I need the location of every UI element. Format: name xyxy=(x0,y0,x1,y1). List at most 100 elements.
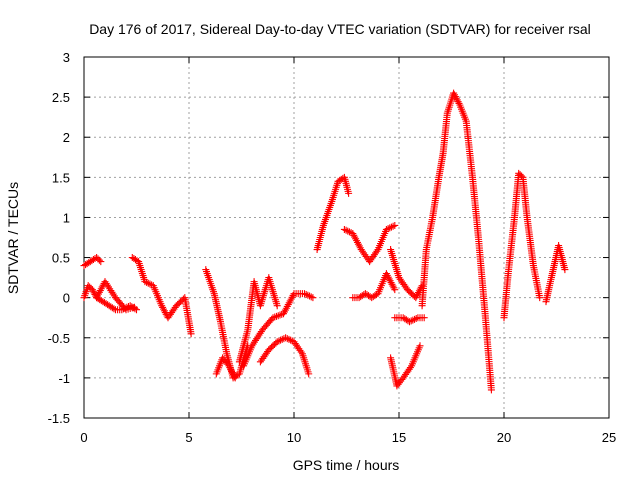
x-tick-label: 15 xyxy=(392,430,406,445)
data-point-marker xyxy=(373,247,381,255)
data-point-marker xyxy=(98,283,106,291)
series-sat-n xyxy=(387,342,424,390)
series-sat-g xyxy=(235,274,281,366)
data-point-marker xyxy=(342,226,350,234)
data-point-marker xyxy=(275,337,283,345)
data-point-marker xyxy=(561,266,569,274)
data-point-marker xyxy=(101,278,109,286)
data-point-marker xyxy=(386,277,394,285)
data-point-marker xyxy=(187,330,195,338)
data-point-marker xyxy=(487,386,495,394)
data-point-marker xyxy=(305,370,313,378)
x-tick-label: 10 xyxy=(287,430,301,445)
data-point-marker xyxy=(93,294,101,302)
data-point-marker xyxy=(97,258,105,266)
data-point-marker xyxy=(304,291,312,299)
data-point-marker xyxy=(282,334,290,342)
data-point-marker xyxy=(387,279,395,287)
x-tick-label: 20 xyxy=(497,430,511,445)
y-tick-label: -0.5 xyxy=(48,331,70,346)
x-tick-label: 5 xyxy=(185,430,192,445)
data-point-marker xyxy=(351,233,359,241)
data-point-marker xyxy=(455,99,463,107)
data-point-marker xyxy=(253,335,261,343)
x-tick-label: 0 xyxy=(80,430,87,445)
data-markers xyxy=(80,89,569,394)
data-point-marker xyxy=(350,231,358,239)
series-sat-d xyxy=(128,254,195,338)
data-point-marker xyxy=(406,364,414,372)
data-point-marker xyxy=(256,329,264,337)
data-point-marker xyxy=(349,229,357,237)
data-point-marker xyxy=(269,314,277,322)
data-point-marker xyxy=(406,318,413,326)
series-sat-r xyxy=(542,242,569,306)
y-tick-label: 1 xyxy=(63,210,70,225)
data-point-marker xyxy=(96,287,104,295)
data-point-marker xyxy=(389,282,397,290)
series-sat-f xyxy=(212,354,239,382)
data-point-marker xyxy=(391,221,399,229)
x-axis-label: GPS time / hours xyxy=(293,457,400,473)
data-point-marker xyxy=(536,294,544,302)
data-point-marker xyxy=(141,278,149,286)
data-point-marker xyxy=(278,335,286,343)
data-point-marker xyxy=(382,225,390,233)
data-point-marker xyxy=(518,172,525,180)
data-point-marker xyxy=(420,314,428,322)
series-sat-p xyxy=(418,89,495,394)
series-sat-k xyxy=(340,221,399,266)
y-tick-label: 0 xyxy=(63,291,70,306)
data-point-marker xyxy=(144,279,152,287)
data-point-marker xyxy=(255,331,263,339)
data-point-marker xyxy=(353,238,361,246)
data-point-marker xyxy=(273,302,281,310)
data-point-marker xyxy=(391,286,399,294)
data-point-marker xyxy=(387,223,395,231)
series-sat-m xyxy=(387,246,426,302)
data-point-marker xyxy=(110,305,118,313)
data-point-marker xyxy=(309,294,317,302)
data-point-marker xyxy=(390,284,398,292)
grid xyxy=(84,57,609,418)
data-point-marker xyxy=(354,240,362,248)
series-sat-c xyxy=(93,278,138,314)
series-sat-h xyxy=(240,290,317,370)
data-point-marker xyxy=(103,281,111,289)
y-tick-label: -1 xyxy=(58,371,70,386)
data-point-marker xyxy=(384,225,392,233)
chart-title: Day 176 of 2017, Sidereal Day-to-day VTE… xyxy=(89,21,591,37)
y-tick-label: 3 xyxy=(63,50,70,65)
plot-frame xyxy=(83,56,610,419)
y-axis-label: SDTVAR / TECUs xyxy=(5,182,21,294)
series-sat-j xyxy=(313,173,353,254)
data-point-marker xyxy=(383,271,391,279)
data-point-marker xyxy=(276,311,284,319)
data-point-marker xyxy=(252,336,259,344)
data-point-marker xyxy=(355,242,363,250)
data-point-marker xyxy=(273,338,281,346)
data-point-marker xyxy=(416,342,424,350)
y-tick-label: 2 xyxy=(63,130,70,145)
y-tick-label: 0.5 xyxy=(52,251,70,266)
data-point-marker xyxy=(352,235,360,243)
data-point-marker xyxy=(283,335,291,343)
data-point-marker xyxy=(302,290,310,298)
y-tick-label: 1.5 xyxy=(52,170,70,185)
data-point-marker xyxy=(356,244,364,252)
data-point-marker xyxy=(273,312,280,320)
x-tick-label: 25 xyxy=(602,430,616,445)
data-point-marker xyxy=(88,286,96,294)
data-point-marker xyxy=(143,278,151,286)
data-point-marker xyxy=(353,237,361,245)
data-point-marker xyxy=(249,340,257,348)
data-point-marker xyxy=(95,288,103,296)
data-point-marker xyxy=(230,372,238,380)
data-point-marker xyxy=(107,287,115,295)
data-point-marker xyxy=(248,342,256,350)
data-point-marker xyxy=(277,336,285,344)
data-point-marker xyxy=(287,336,295,344)
data-point-marker xyxy=(407,317,415,325)
data-point-marker xyxy=(385,275,393,283)
data-point-marker xyxy=(274,312,282,320)
